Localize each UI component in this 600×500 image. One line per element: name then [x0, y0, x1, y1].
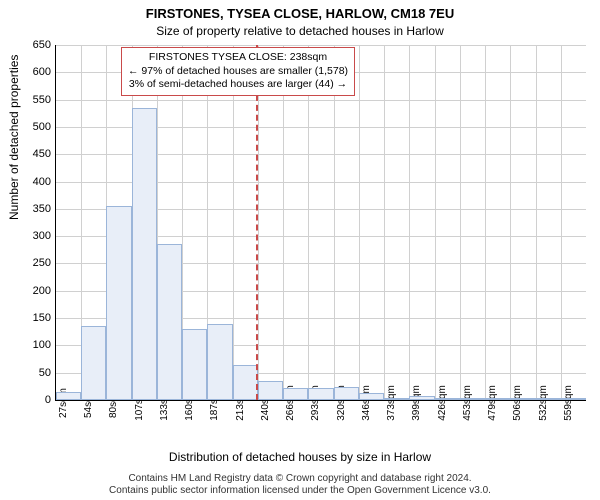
histogram-bar [334, 387, 359, 400]
chart-title-sub: Size of property relative to detached ho… [0, 24, 600, 38]
x-tick-label: 426sqm [435, 385, 448, 421]
grid-line-vertical [334, 45, 335, 400]
histogram-bar [536, 398, 561, 400]
y-tick-label: 50 [39, 367, 51, 379]
histogram-bar [561, 398, 586, 400]
grid-line-vertical [283, 45, 284, 400]
x-tick-label: 453sqm [460, 385, 473, 421]
histogram-bar [435, 398, 460, 400]
y-axis-label: Number of detached properties [7, 55, 21, 220]
y-tick-label: 0 [45, 394, 51, 406]
grid-line-vertical [409, 45, 410, 400]
y-tick-label: 200 [33, 285, 51, 297]
x-tick-label: 479sqm [485, 385, 498, 421]
x-tick-label: 559sqm [561, 385, 574, 421]
annotation-line: FIRSTONES TYSEA CLOSE: 238sqm [128, 51, 348, 65]
annotation-box: FIRSTONES TYSEA CLOSE: 238sqm← 97% of de… [121, 47, 355, 96]
grid-line-vertical [460, 45, 461, 400]
histogram-bar [460, 398, 485, 400]
y-tick-label: 250 [33, 257, 51, 269]
y-tick-label: 550 [33, 94, 51, 106]
histogram-bar [56, 392, 81, 400]
y-tick-label: 150 [33, 312, 51, 324]
reference-line [256, 45, 258, 400]
x-tick-label: 346sqm [359, 385, 372, 421]
y-tick-label: 500 [33, 121, 51, 133]
grid-line-vertical [233, 45, 234, 400]
grid-line-horizontal [56, 100, 586, 101]
annotation-line: 3% of semi-detached houses are larger (4… [128, 78, 348, 92]
annotation-line: ← 97% of detached houses are smaller (1,… [128, 65, 348, 79]
grid-line-vertical [384, 45, 385, 400]
y-tick-label: 300 [33, 230, 51, 242]
grid-line-vertical [308, 45, 309, 400]
grid-line-vertical [536, 45, 537, 400]
histogram-bar [233, 365, 258, 401]
grid-line-horizontal [56, 45, 586, 46]
x-axis-label: Distribution of detached houses by size … [0, 450, 600, 464]
grid-line-vertical [561, 45, 562, 400]
grid-line-vertical [485, 45, 486, 400]
histogram-bar [485, 398, 510, 400]
histogram-bar [157, 244, 182, 400]
attribution-line-1: Contains HM Land Registry data © Crown c… [0, 473, 600, 484]
histogram-bar [384, 398, 409, 400]
chart-container: FIRSTONES, TYSEA CLOSE, HARLOW, CM18 7EU… [0, 0, 600, 500]
plot-area: 0501001502002503003504004505005506006502… [55, 45, 586, 401]
grid-line-vertical [359, 45, 360, 400]
y-tick-label: 400 [33, 176, 51, 188]
y-tick-label: 450 [33, 148, 51, 160]
histogram-bar [258, 381, 283, 400]
x-tick-label: 506sqm [510, 385, 523, 421]
y-tick-label: 600 [33, 66, 51, 78]
x-tick-label: 373sqm [384, 385, 397, 421]
chart-title-main: FIRSTONES, TYSEA CLOSE, HARLOW, CM18 7EU [0, 6, 600, 21]
histogram-bar [81, 326, 106, 400]
histogram-bar [308, 388, 333, 400]
y-tick-label: 650 [33, 39, 51, 51]
x-tick-label: 399sqm [409, 385, 422, 421]
histogram-bar [359, 393, 384, 400]
histogram-bar [510, 398, 535, 400]
histogram-bar [207, 324, 232, 400]
attribution-line-2: Contains public sector information licen… [0, 485, 600, 496]
histogram-bar [182, 329, 207, 400]
y-tick-label: 350 [33, 203, 51, 215]
histogram-bar [283, 388, 308, 400]
histogram-bar [409, 396, 434, 400]
y-tick-label: 100 [33, 339, 51, 351]
grid-line-vertical [435, 45, 436, 400]
grid-line-vertical [510, 45, 511, 400]
histogram-bar [106, 206, 131, 400]
histogram-bar [132, 108, 157, 400]
x-tick-label: 532sqm [536, 385, 549, 421]
